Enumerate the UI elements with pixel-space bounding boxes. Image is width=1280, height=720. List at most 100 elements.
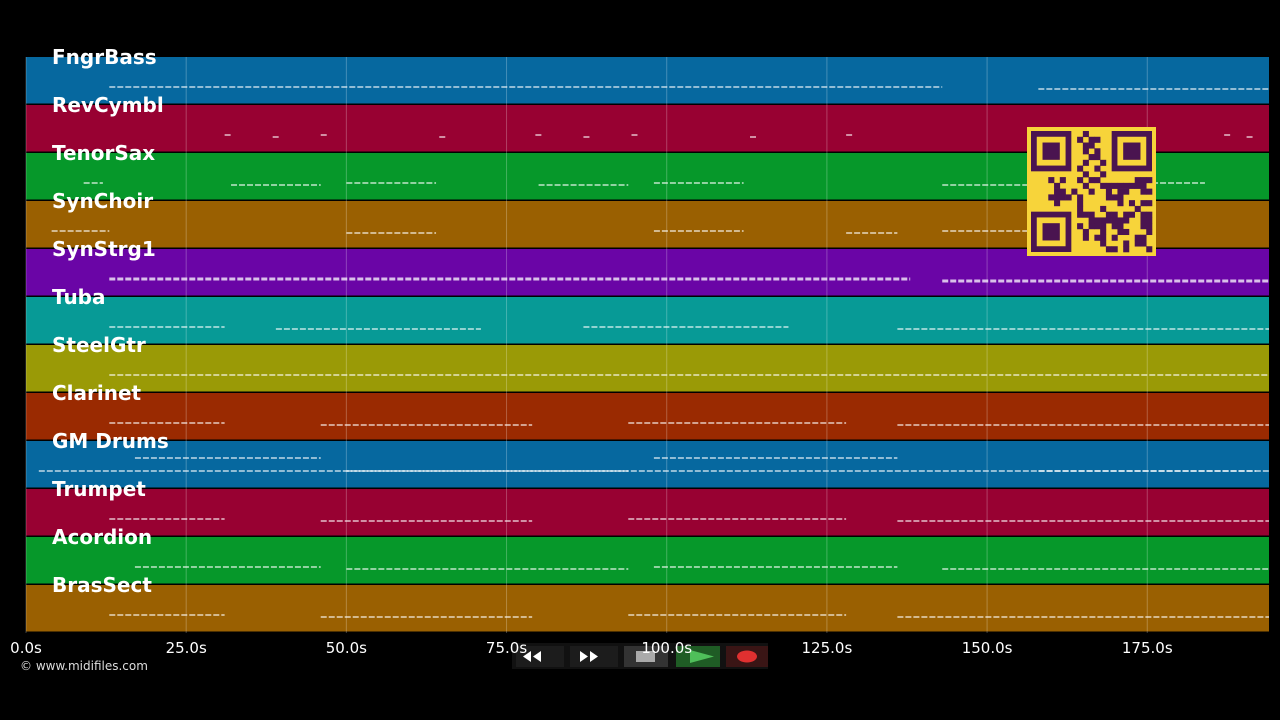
qr-cell — [1065, 194, 1072, 201]
qr-cell — [1100, 159, 1107, 166]
qr-cell — [1048, 194, 1055, 201]
qr-cell — [1111, 217, 1118, 224]
qr-cell — [1059, 177, 1066, 184]
qr-cell — [1082, 159, 1089, 166]
qr-cell — [1054, 200, 1061, 207]
track-name: Trumpet — [52, 477, 146, 501]
qr-cell — [1048, 177, 1055, 184]
track-name: TenorSax — [52, 141, 155, 165]
qr-cell — [1140, 211, 1147, 218]
qr-cell — [1105, 211, 1112, 218]
qr-cell — [1111, 234, 1118, 241]
qr-cell — [1094, 154, 1101, 161]
record-icon — [737, 650, 757, 663]
tick-label: 0.0s — [10, 639, 42, 657]
qr-cell — [1105, 188, 1112, 195]
record-button[interactable] — [726, 646, 768, 667]
qr-cell — [1140, 200, 1147, 207]
qr-cell — [1117, 217, 1124, 224]
qr-cell — [1094, 223, 1101, 230]
forward-button[interactable] — [570, 646, 618, 667]
qr-cell — [1140, 217, 1147, 224]
qr-cell — [1123, 217, 1130, 224]
track-name: RevCymbl — [52, 93, 164, 117]
track-name: FngrBass — [52, 45, 157, 69]
qr-cell — [1111, 223, 1118, 230]
stop-icon — [636, 651, 655, 662]
stop-button[interactable] — [624, 646, 668, 667]
qr-cell — [1094, 234, 1101, 241]
qr-cell — [1146, 217, 1153, 224]
tick-label: 175.0s — [1122, 639, 1173, 657]
qr-cell — [1146, 177, 1153, 184]
track-lane — [26, 489, 1269, 536]
track-name: SteelGtr — [52, 333, 146, 357]
qr-cell — [1134, 182, 1141, 189]
qr-cell — [1111, 194, 1118, 201]
qr-cell — [1111, 246, 1118, 253]
qr-cell — [1140, 240, 1147, 247]
qr-cell — [1100, 228, 1107, 236]
track-name: Tuba — [52, 285, 106, 309]
qr-cell — [1082, 182, 1089, 189]
controls — [512, 643, 768, 669]
qr-cell — [1105, 246, 1112, 253]
qr-cell — [1128, 182, 1136, 189]
rewind-icon — [523, 651, 541, 662]
tick-label: 125.0s — [802, 639, 853, 657]
qr-cell — [1054, 182, 1061, 189]
qr-cell — [1082, 148, 1089, 155]
qr-cell — [1117, 188, 1124, 195]
play-icon — [690, 650, 714, 663]
track-lane — [26, 297, 1269, 344]
track-lane — [26, 537, 1269, 584]
qr-cell — [1088, 223, 1095, 230]
play-button[interactable] — [676, 646, 720, 667]
qr-cell — [1105, 194, 1112, 201]
qr-cell — [1077, 165, 1084, 172]
tick-label: 75.0s — [486, 639, 527, 657]
tick-label: 150.0s — [962, 639, 1013, 657]
qr-cell — [1100, 234, 1107, 241]
qr-cell — [1123, 211, 1130, 218]
qr-cell — [1117, 194, 1124, 201]
qr-cell — [1100, 182, 1107, 189]
qr-cell — [1105, 182, 1112, 189]
qr-finder — [1042, 142, 1060, 160]
qr-cell — [1146, 223, 1153, 230]
copyright: © www.midifiles.com — [20, 659, 148, 673]
qr-code — [1027, 127, 1156, 256]
qr-cell — [1140, 223, 1147, 230]
track-name: GM Drums — [52, 429, 169, 453]
qr-cell — [1059, 188, 1066, 195]
qr-cell — [1134, 205, 1141, 212]
qr-cell — [1140, 177, 1147, 184]
qr-cell — [1146, 246, 1153, 253]
qr-cell — [1100, 171, 1107, 178]
qr-cell — [1054, 188, 1061, 195]
qr-cell — [1077, 136, 1084, 143]
qr-cell — [1117, 200, 1124, 207]
track-name: Acordion — [52, 525, 152, 549]
qr-cell — [1094, 177, 1101, 184]
qr-cell — [1134, 177, 1141, 184]
qr-cell — [1123, 228, 1130, 236]
rewind-button[interactable] — [516, 646, 564, 667]
qr-cell — [1077, 205, 1084, 212]
qr-cell — [1128, 200, 1136, 207]
qr-cell — [1094, 217, 1101, 224]
qr-cell — [1059, 194, 1066, 201]
qr-cell — [1094, 165, 1101, 172]
qr-cell — [1140, 188, 1147, 195]
track-name: SynStrg1 — [52, 237, 156, 261]
qr-cell — [1077, 211, 1084, 218]
qr-cell — [1123, 182, 1130, 189]
qr-cell — [1088, 142, 1095, 149]
qr-cell — [1134, 234, 1141, 241]
forward-icon — [580, 651, 598, 662]
qr-cell — [1077, 177, 1084, 184]
qr-cell — [1146, 211, 1153, 218]
qr-cell — [1054, 194, 1061, 201]
track-lane — [26, 57, 1269, 104]
